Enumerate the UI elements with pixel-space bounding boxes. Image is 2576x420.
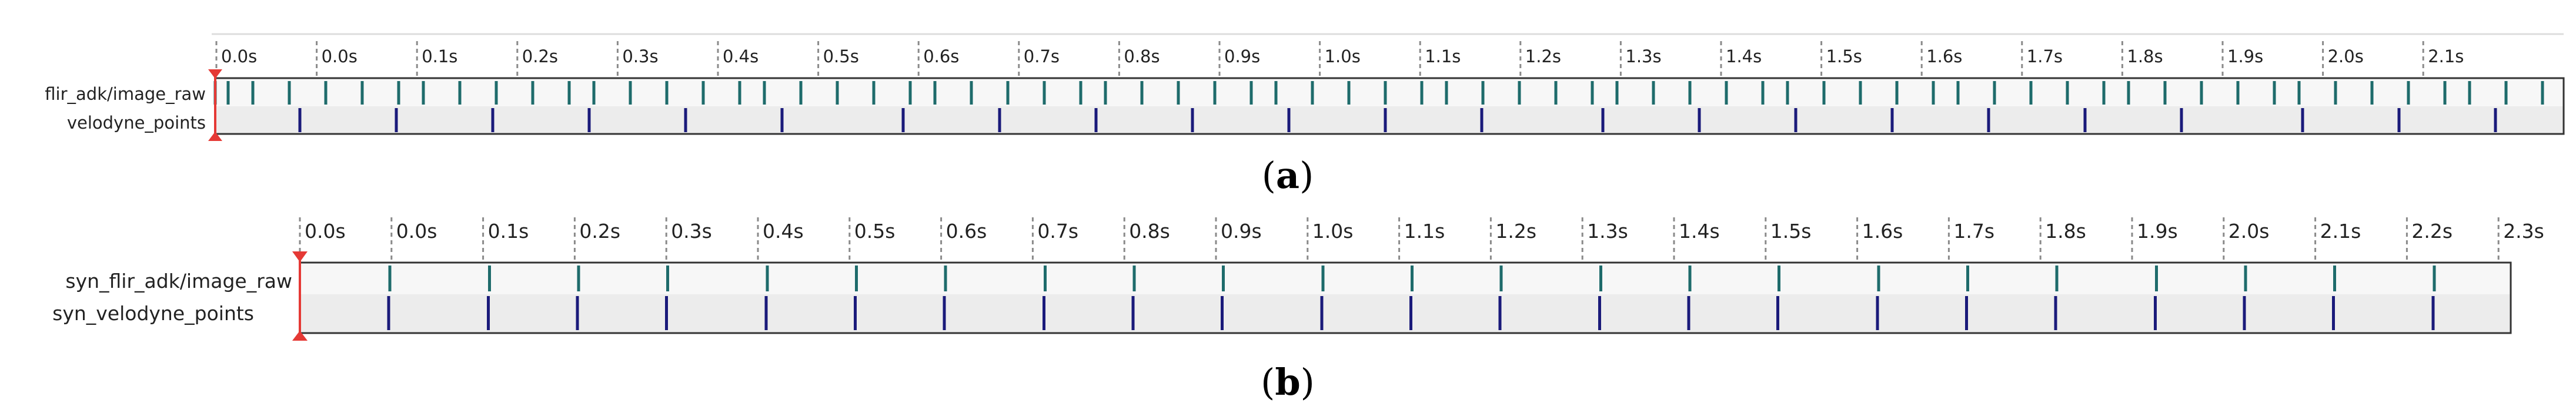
- caption-a: (a): [1262, 154, 1314, 197]
- topic-row-background-top: [300, 263, 2511, 294]
- timeline-panel-b: 0.0s 0.0s 0.1s 0.2s 0.3s 0.4s 0.5s 0.6s 0.7s 0.8s…: [52, 217, 2544, 404]
- message-track-area[interactable]: [215, 78, 2564, 134]
- tick-label: 1.7s: [2027, 46, 2063, 66]
- message-track-area[interactable]: [300, 263, 2511, 333]
- tick-label: 0.2s: [579, 220, 620, 243]
- tick-label: 1.9s: [2227, 46, 2263, 66]
- topic-row-background-bottom: [300, 294, 2511, 333]
- tick-label: 1.2s: [1495, 220, 1536, 243]
- tick-label: 1.2s: [1525, 46, 1561, 66]
- topic-row-background-bottom: [215, 106, 2564, 134]
- tick-label: 0.6s: [946, 220, 987, 243]
- tick-label: 0.0s: [396, 220, 437, 243]
- tick-label: 1.4s: [1679, 220, 1720, 243]
- tick-label: 0.2s: [522, 46, 558, 66]
- topic-label-velodyne-points[interactable]: velodyne_points: [67, 113, 206, 133]
- tick-label: 1.0s: [1325, 46, 1361, 66]
- tick-label: 1.1s: [1425, 46, 1461, 66]
- tick-label: 0.1s: [422, 46, 457, 66]
- tick-label: 2.3s: [2503, 220, 2544, 243]
- tick-label: 0.7s: [1024, 46, 1060, 66]
- tick-label: 1.8s: [2045, 220, 2086, 243]
- timeline-panel-a: 0.0s 0.0s 0.1s 0.2s 0.3s 0.4s 0.5s 0.6s 0.7s 0.8s…: [45, 34, 2564, 197]
- tick-label: 0.4s: [763, 220, 804, 243]
- tick-label: 2.0s: [2328, 46, 2364, 66]
- tick-label: 0.8s: [1124, 46, 1160, 66]
- topic-row-background-top: [215, 78, 2564, 106]
- tick-label: 0.8s: [1129, 220, 1170, 243]
- tick-label: 1.7s: [1953, 220, 1994, 243]
- tick-label: 2.0s: [2228, 220, 2270, 243]
- tick-label: 1.6s: [1862, 220, 1903, 243]
- tick-label: 1.5s: [1770, 220, 1812, 243]
- topic-label-syn-image-raw[interactable]: syn_flir_adk/image_raw: [65, 270, 292, 293]
- tick-label: 1.6s: [1926, 46, 1962, 66]
- tick-label: 1.0s: [1312, 220, 1354, 243]
- tick-label: 1.3s: [1625, 46, 1661, 66]
- topic-label-syn-velodyne-points[interactable]: syn_velodyne_points: [52, 302, 254, 325]
- tick-label: 1.9s: [2137, 220, 2178, 243]
- tick-label: 0.4s: [723, 46, 759, 66]
- tick-label: 0.5s: [823, 46, 859, 66]
- tick-label: 0.0s: [322, 46, 358, 66]
- tick-label: 0.9s: [1224, 46, 1260, 66]
- tick-label: 1.3s: [1587, 220, 1628, 243]
- tick-label: 2.1s: [2428, 46, 2464, 66]
- tick-label: 0.9s: [1221, 220, 1262, 243]
- tick-label: 0.3s: [671, 220, 712, 243]
- topic-label-image-raw[interactable]: flir_adk/image_raw: [45, 84, 206, 104]
- tick-label: 0.3s: [622, 46, 658, 66]
- tick-label: 1.8s: [2127, 46, 2163, 66]
- tick-label: 0.1s: [488, 220, 529, 243]
- tick-label: 1.1s: [1404, 220, 1445, 243]
- tick-label: 2.2s: [2411, 220, 2453, 243]
- tick-label: 0.0s: [221, 46, 257, 66]
- tick-label: 1.5s: [1826, 46, 1862, 66]
- tick-label: 0.6s: [923, 46, 959, 66]
- caption-b: (b): [1261, 361, 1315, 404]
- tick-label: 0.0s: [305, 220, 346, 243]
- tick-label: 0.7s: [1037, 220, 1078, 243]
- tick-label: 1.4s: [1726, 46, 1762, 66]
- tick-label: 2.1s: [2320, 220, 2361, 243]
- tick-label: 0.5s: [854, 220, 896, 243]
